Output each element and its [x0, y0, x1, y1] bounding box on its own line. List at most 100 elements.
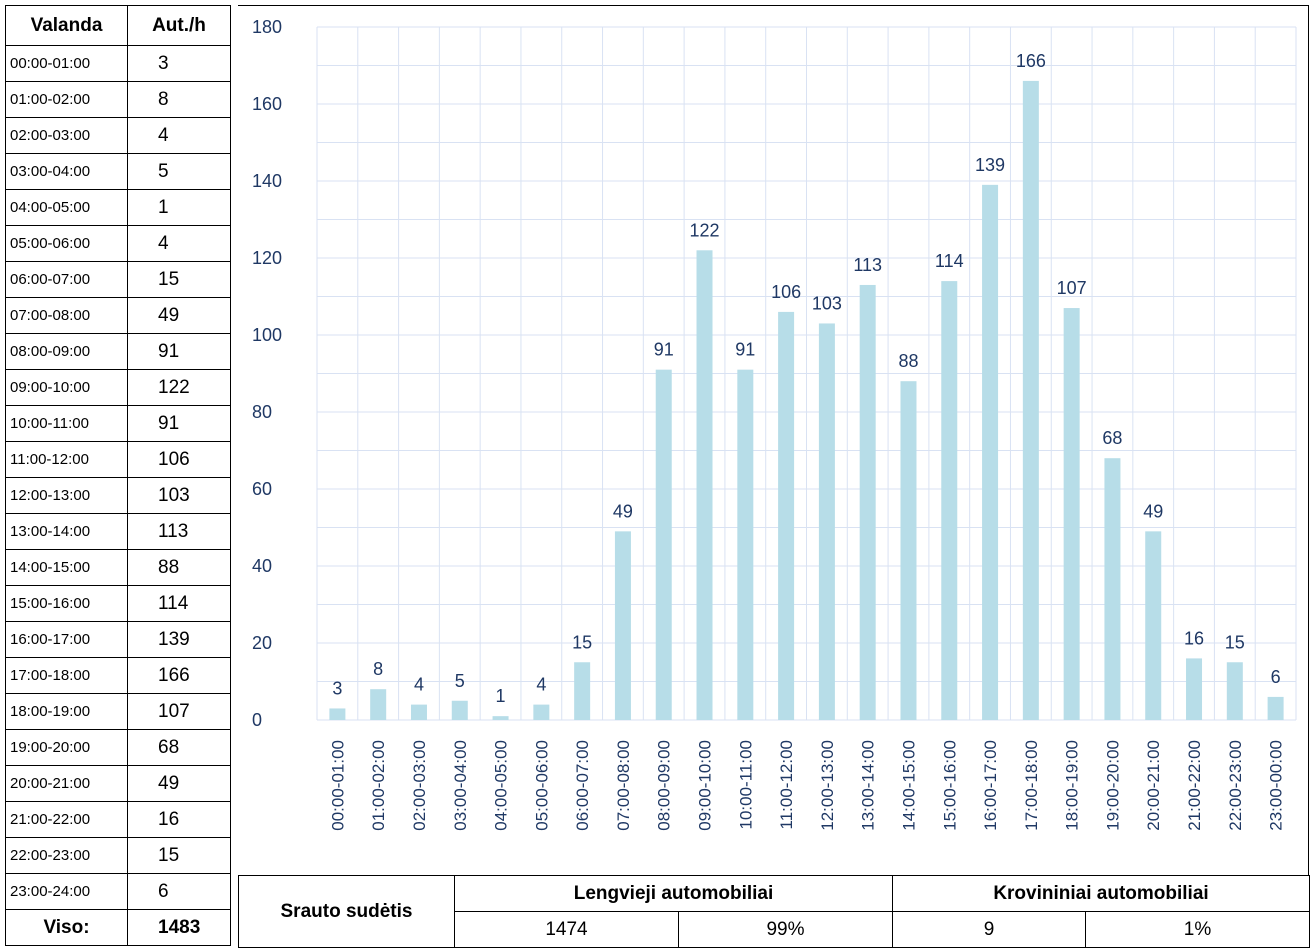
y-tick-label: 0 [252, 710, 262, 730]
x-tick-label: 15:00-16:00 [940, 740, 959, 831]
bar-value-label: 1 [496, 686, 506, 706]
bar-value-label: 113 [853, 255, 882, 275]
bar-value-label: 15 [1225, 632, 1245, 652]
x-tick-label: 06:00-07:00 [573, 740, 592, 831]
hour-cell: 01:00-02:00 [5, 81, 128, 118]
hour-cell: 19:00-20:00 [5, 729, 128, 766]
hourly-bar-chart: 0 20 40 60 80 100 120 140 160 180 3 00:00-01:00 8 01:… [252, 17, 1297, 831]
bar [410, 704, 427, 720]
x-tick-label: 13:00-14:00 [859, 740, 878, 831]
hour-cell: 04:00-05:00 [5, 189, 128, 226]
table-row: 07:00-08:00 49 [5, 297, 231, 334]
value-cell: 103 [127, 477, 231, 514]
heavy-vehicles-count: 9 [892, 911, 1086, 948]
value-cell: 15 [127, 261, 231, 298]
value-cell: 91 [127, 405, 231, 442]
total-value: 1483 [127, 909, 231, 946]
bar-value-label: 16 [1184, 628, 1204, 648]
x-tick-label: 19:00-20:00 [1103, 740, 1122, 831]
value-cell: 68 [127, 729, 231, 766]
hour-cell: 11:00-12:00 [5, 441, 128, 478]
total-row: Viso: 1483 [5, 909, 231, 946]
value-cell: 88 [127, 549, 231, 586]
hour-cell: 09:00-10:00 [5, 369, 128, 406]
bar-value-label: 4 [414, 675, 424, 695]
table-row: 18:00-19:00 107 [5, 693, 231, 730]
x-tick-label: 21:00-22:00 [1185, 740, 1204, 831]
bar [982, 184, 999, 721]
bar [941, 281, 958, 720]
bar-value-label: 114 [935, 251, 964, 271]
value-cell: 8 [127, 81, 231, 118]
hour-cell: 10:00-11:00 [5, 405, 128, 442]
bar-value-label: 166 [1016, 51, 1046, 71]
value-cell: 91 [127, 333, 231, 370]
hour-cell: 00:00-01:00 [5, 45, 128, 82]
bar [737, 369, 754, 720]
y-tick-label: 60 [252, 479, 272, 499]
hour-cell: 22:00-23:00 [5, 837, 128, 874]
hour-cell: 02:00-03:00 [5, 117, 128, 154]
hour-cell: 16:00-17:00 [5, 621, 128, 658]
x-tick-label: 12:00-13:00 [818, 740, 837, 831]
composition-label: Srauto sudėtis [238, 875, 455, 948]
value-cell: 3 [127, 45, 231, 82]
value-cell: 107 [127, 693, 231, 730]
hour-cell: 21:00-22:00 [5, 801, 128, 838]
bar-value-label: 88 [898, 351, 918, 371]
value-cell: 49 [127, 765, 231, 802]
bar-value-label: 49 [1143, 501, 1163, 521]
x-tick-label: 00:00-01:00 [328, 740, 347, 831]
table-row: 05:00-06:00 4 [5, 225, 231, 262]
hourly-table: Valanda Aut./h 00:00-01:00 3 01:00-02:00 8 0… [5, 5, 231, 946]
table-row: 01:00-02:00 8 [5, 81, 231, 118]
table-row: 09:00-10:00 122 [5, 369, 231, 406]
bar-value-label: 4 [536, 675, 546, 695]
bar [655, 369, 672, 720]
x-tick-label: 23:00-00:00 [1267, 740, 1286, 831]
x-tick-label: 17:00-18:00 [1022, 740, 1041, 831]
table-row: 14:00-15:00 88 [5, 549, 231, 586]
value-cell: 4 [127, 225, 231, 262]
bar-value-label: 6 [1271, 667, 1281, 687]
table-row: 10:00-11:00 91 [5, 405, 231, 442]
table-row: 03:00-04:00 5 [5, 153, 231, 190]
bar [1104, 458, 1121, 720]
bar-value-label: 49 [613, 501, 633, 521]
table-row: 23:00-24:00 6 [5, 873, 231, 910]
bar [859, 284, 876, 720]
chart-frame [238, 5, 1309, 875]
heavy-vehicles-percent: 1% [1085, 911, 1310, 948]
table-row: 15:00-16:00 114 [5, 585, 231, 622]
bar-value-label: 68 [1102, 428, 1122, 448]
bar [533, 704, 550, 720]
y-tick-label: 120 [252, 248, 282, 268]
x-tick-label: 08:00-09:00 [655, 740, 674, 831]
bar-value-label: 5 [455, 671, 465, 691]
x-tick-label: 14:00-15:00 [899, 740, 918, 831]
header-hour: Valanda [5, 5, 128, 46]
table-row: 17:00-18:00 166 [5, 657, 231, 694]
value-cell: 106 [127, 441, 231, 478]
value-cell: 16 [127, 801, 231, 838]
value-cell: 5 [127, 153, 231, 190]
bar [1226, 662, 1243, 720]
bar [778, 311, 795, 720]
bar [1267, 696, 1284, 720]
heavy-vehicles-header: Krovininiai automobiliai [892, 875, 1310, 912]
bar [1186, 658, 1203, 720]
hour-cell: 23:00-24:00 [5, 873, 128, 910]
bar [492, 716, 509, 720]
bar-value-label: 107 [1057, 278, 1087, 298]
table-row: 21:00-22:00 16 [5, 801, 231, 838]
bar [1022, 80, 1039, 720]
value-cell: 4 [127, 117, 231, 154]
table-row: 20:00-21:00 49 [5, 765, 231, 802]
y-tick-label: 20 [252, 633, 272, 653]
bar [614, 531, 631, 720]
x-tick-label: 03:00-04:00 [451, 740, 470, 831]
hour-cell: 13:00-14:00 [5, 513, 128, 550]
x-tick-label: 10:00-11:00 [736, 740, 755, 829]
table-row: 16:00-17:00 139 [5, 621, 231, 658]
y-tick-label: 80 [252, 402, 272, 422]
